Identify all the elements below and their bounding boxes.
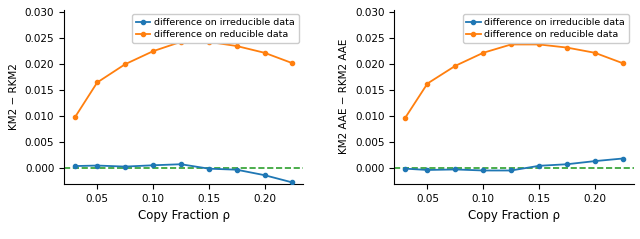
difference on irreducible data (121, 165, 129, 168)
Y-axis label: KM2 AAE − RKM2 AAE: KM2 AAE − RKM2 AAE (339, 39, 349, 154)
difference on irreducible data (233, 168, 241, 171)
difference on reducible data (591, 51, 598, 54)
Y-axis label: KM2 − RKM2: KM2 − RKM2 (9, 63, 19, 130)
Legend: difference on irreducible data, difference on reducible data: difference on irreducible data, differen… (132, 14, 299, 43)
difference on irreducible data (260, 174, 268, 177)
difference on irreducible data (563, 163, 571, 166)
difference on reducible data (289, 62, 296, 65)
difference on reducible data (93, 81, 101, 84)
difference on reducible data (451, 64, 459, 67)
difference on irreducible data (424, 168, 431, 171)
difference on irreducible data (205, 167, 212, 170)
difference on reducible data (149, 50, 157, 53)
Legend: difference on irreducible data, difference on reducible data: difference on irreducible data, differen… (463, 14, 629, 43)
difference on reducible data (424, 82, 431, 85)
difference on reducible data (401, 116, 409, 119)
Line: difference on irreducible data: difference on irreducible data (403, 157, 625, 173)
difference on irreducible data (591, 160, 598, 163)
difference on reducible data (121, 63, 129, 66)
X-axis label: Copy Fraction ρ: Copy Fraction ρ (138, 209, 230, 222)
difference on reducible data (479, 51, 487, 54)
difference on reducible data (260, 51, 268, 54)
difference on irreducible data (508, 169, 515, 172)
difference on reducible data (233, 45, 241, 48)
X-axis label: Copy Fraction ρ: Copy Fraction ρ (468, 209, 560, 222)
difference on reducible data (71, 116, 79, 119)
difference on irreducible data (479, 169, 487, 172)
difference on irreducible data (289, 181, 296, 184)
difference on reducible data (205, 40, 212, 43)
Line: difference on irreducible data: difference on irreducible data (73, 162, 294, 185)
difference on irreducible data (535, 164, 543, 167)
Line: difference on reducible data: difference on reducible data (73, 40, 294, 120)
difference on irreducible data (619, 157, 627, 160)
difference on irreducible data (177, 163, 185, 166)
difference on irreducible data (93, 164, 101, 167)
difference on irreducible data (71, 165, 79, 168)
Line: difference on reducible data: difference on reducible data (403, 42, 625, 120)
difference on irreducible data (451, 168, 459, 171)
difference on reducible data (619, 62, 627, 65)
difference on reducible data (535, 43, 543, 46)
difference on irreducible data (401, 167, 409, 170)
difference on irreducible data (149, 164, 157, 167)
difference on reducible data (508, 43, 515, 46)
difference on reducible data (563, 46, 571, 49)
difference on reducible data (177, 40, 185, 43)
